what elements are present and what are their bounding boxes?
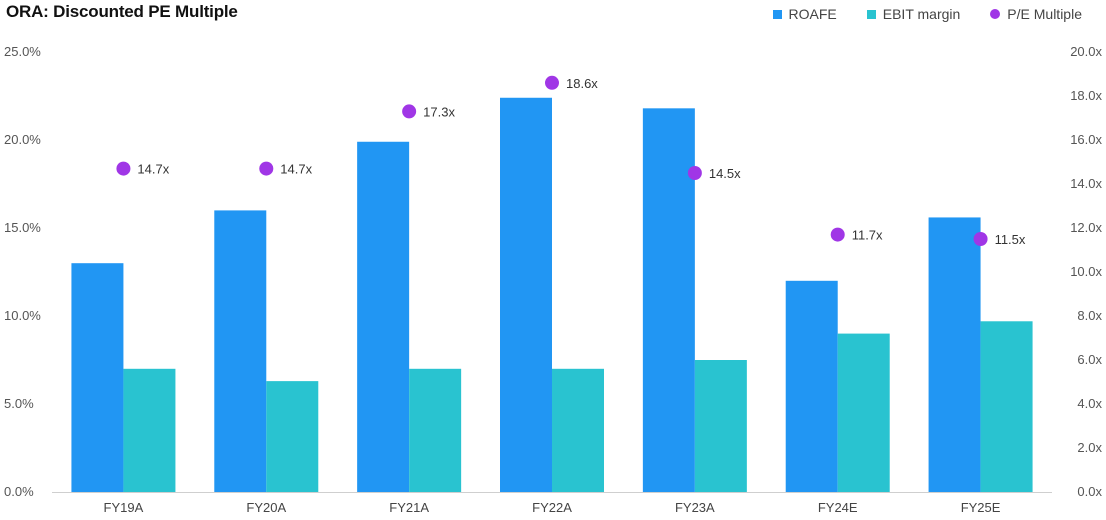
- pe-data-label: 14.7x: [137, 162, 169, 177]
- x-tick-label: FY19A: [104, 500, 144, 515]
- y-right-tick-label: 18.0x: [1070, 88, 1102, 103]
- legend-swatch-ebit-margin: [866, 9, 876, 19]
- legend-label-pe-multiple: P/E Multiple: [1007, 6, 1082, 22]
- legend-swatch-roafe: [772, 9, 782, 19]
- y-right-tick-label: 12.0x: [1070, 220, 1102, 235]
- y-right-tick-label: 0.0x: [1077, 484, 1102, 499]
- point-pe-multiple: [687, 166, 702, 180]
- x-tick-label: FY23A: [675, 500, 715, 515]
- bar-ebit-margin: [980, 321, 1033, 492]
- y-right-tick-label: 14.0x: [1070, 176, 1102, 191]
- x-tick-label: FY25E: [961, 500, 1001, 515]
- y-left-tick-label: 5.0%: [4, 396, 34, 411]
- bar-roafe: [500, 97, 552, 492]
- bar-ebit-margin: [694, 360, 747, 492]
- y-left-tick-label: 20.0%: [4, 132, 41, 147]
- pe-data-label: 14.7x: [280, 162, 312, 177]
- y-left-tick-label: 25.0%: [4, 44, 41, 59]
- x-tick-label: FY21A: [389, 500, 429, 515]
- bar-roafe: [71, 263, 124, 492]
- y-left-tick-label: 15.0%: [4, 220, 41, 235]
- x-tick-label: FY22A: [532, 500, 572, 515]
- pe-data-label: 14.5x: [709, 166, 741, 181]
- bar-roafe: [928, 217, 981, 492]
- pe-data-label: 11.5x: [995, 232, 1026, 247]
- legend-item-roafe: ROAFE: [772, 6, 837, 22]
- bar-ebit-margin: [266, 381, 319, 492]
- bar-roafe: [785, 280, 838, 492]
- bar-ebit-margin: [123, 368, 176, 492]
- x-tick-label: FY20A: [246, 500, 286, 515]
- point-pe-multiple: [402, 104, 417, 119]
- y-right-tick-label: 10.0x: [1070, 264, 1102, 279]
- y-right-tick-label: 20.0x: [1070, 44, 1102, 59]
- bar-roafe: [214, 210, 267, 492]
- bar-ebit-margin: [409, 368, 462, 492]
- y-right-tick-label: 8.0x: [1077, 308, 1102, 323]
- y-right-tick-label: 16.0x: [1070, 132, 1102, 147]
- legend-item-pe-multiple: P/E Multiple: [990, 6, 1082, 22]
- point-pe-multiple: [116, 161, 131, 176]
- legend-label-roafe: ROAFE: [788, 6, 837, 22]
- y-right-tick-label: 6.0x: [1077, 352, 1102, 367]
- pe-data-label: 18.6x: [566, 76, 598, 91]
- point-pe-multiple: [545, 75, 559, 90]
- pe-data-label: 11.7x: [852, 228, 883, 243]
- legend-swatch-pe-multiple: [990, 9, 1001, 19]
- point-pe-multiple: [830, 227, 845, 242]
- y-left-tick-label: 0.0%: [4, 484, 34, 499]
- legend-item-ebit-margin: EBIT margin: [866, 6, 961, 22]
- chart-title: ORA: Discounted PE Multiple: [6, 2, 238, 21]
- point-pe-multiple: [259, 161, 274, 176]
- x-tick-label: FY24E: [818, 500, 858, 515]
- point-pe-multiple: [973, 232, 988, 246]
- bar-ebit-margin: [552, 368, 604, 492]
- y-left-tick-label: 10.0%: [4, 308, 41, 323]
- bar-roafe: [642, 108, 695, 492]
- legend-label-ebit-margin: EBIT margin: [882, 6, 961, 22]
- pe-data-label: 17.3x: [423, 104, 455, 119]
- y-right-tick-label: 4.0x: [1077, 396, 1102, 411]
- bar-ebit-margin: [837, 333, 890, 492]
- chart-legend: ROAFE EBIT margin P/E Multiple: [772, 6, 1082, 22]
- y-right-tick-label: 2.0x: [1077, 440, 1102, 455]
- bar-roafe: [357, 141, 410, 492]
